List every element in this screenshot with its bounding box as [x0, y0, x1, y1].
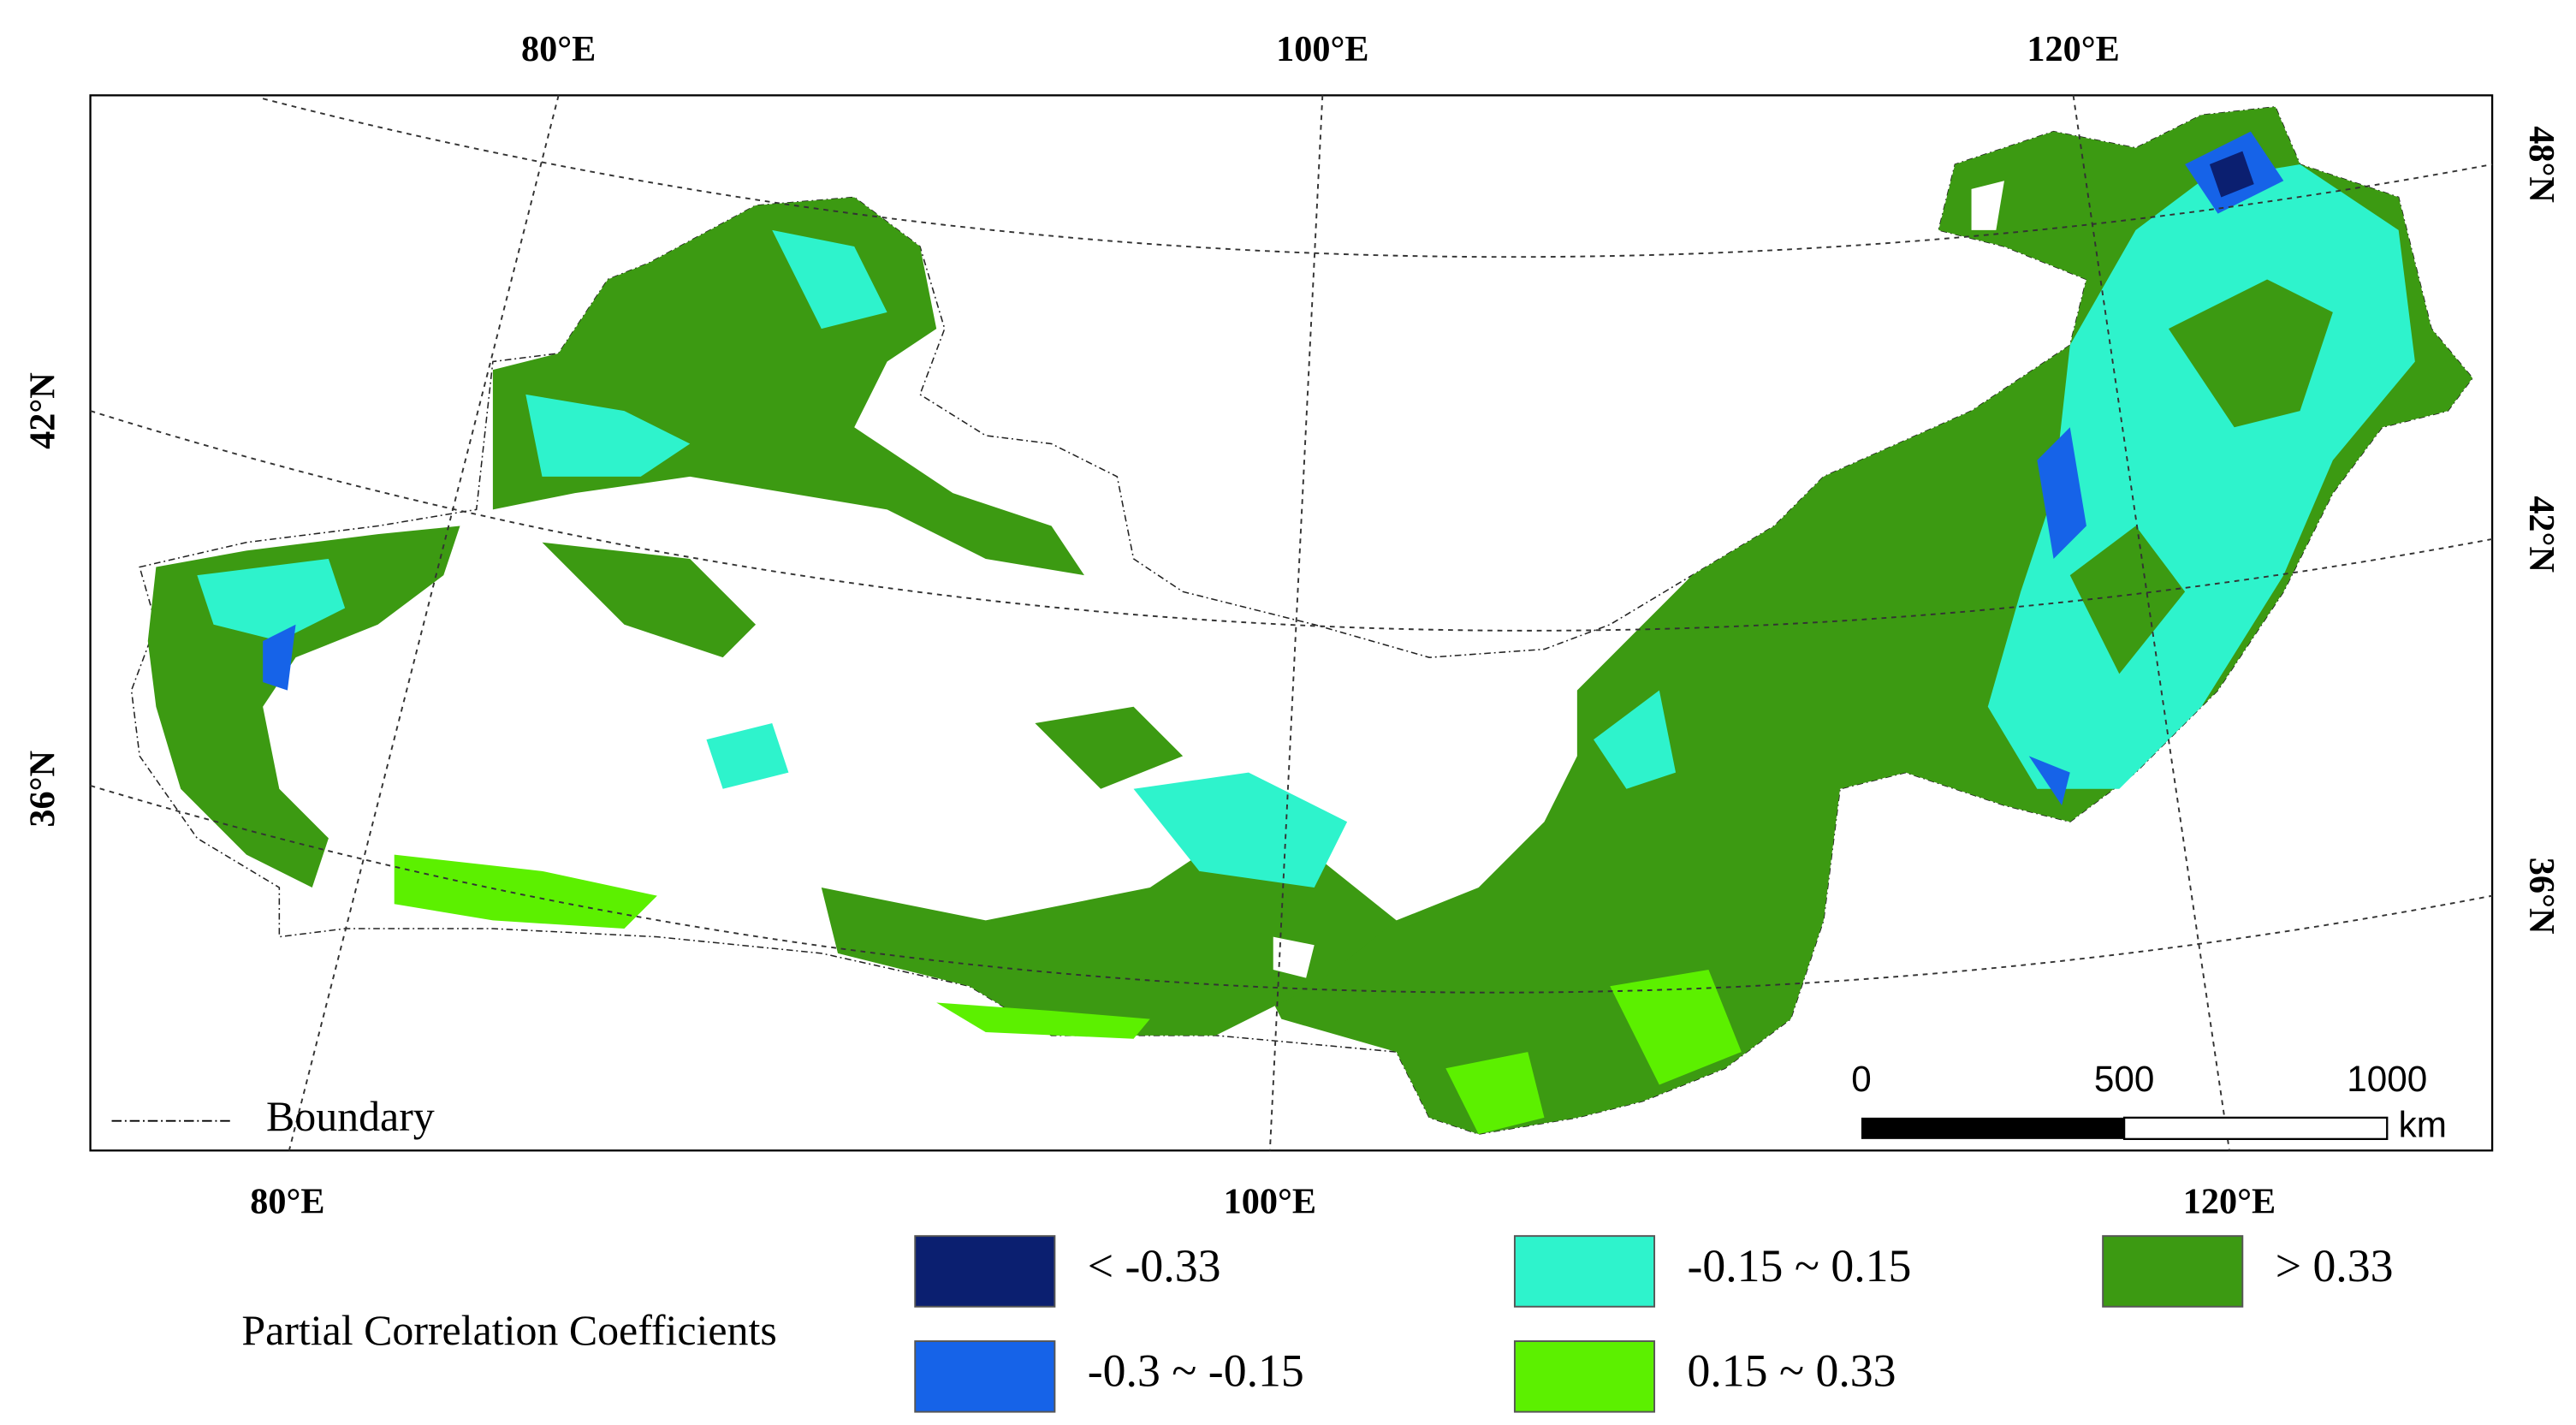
correlation-patch [2028, 756, 2070, 806]
correlation-patch [525, 394, 691, 477]
legend-swatch [914, 1340, 1056, 1413]
correlation-patch [1610, 970, 1742, 1085]
no-data-area [1273, 936, 1315, 978]
lon-label: 80°E [521, 29, 596, 69]
correlation-patch [1445, 1052, 1545, 1135]
lat-label: 42°N [22, 372, 62, 449]
legend-label: > 0.33 [2276, 1240, 2394, 1291]
scale-label: 1000 [2347, 1059, 2427, 1099]
correlation-patch [197, 558, 346, 641]
scale-bar-white [2122, 1116, 2389, 1140]
parallel [90, 785, 2493, 994]
lon-label: 100°E [1276, 29, 1368, 69]
lat-label: 42°N [2521, 496, 2561, 573]
legend-swatch [1513, 1340, 1656, 1413]
no-data-area [1971, 181, 2004, 230]
correlation-patch [2037, 427, 2086, 559]
meridian [288, 95, 560, 1151]
correlation-patch [263, 624, 296, 691]
graticule [90, 95, 2493, 1151]
correlation-patch [492, 197, 1084, 576]
meridian [1268, 95, 1324, 1151]
scale-unit: km [2399, 1105, 2447, 1145]
legend: < -0.33 -0.3 ~ -0.15 -0.15 ~ 0.15 0.15 ~ 0.… [914, 1235, 2394, 1413]
correlation-patch [706, 722, 789, 789]
parallel [262, 98, 2493, 258]
correlation-patch [936, 1002, 1150, 1039]
lon-label: 80°E [250, 1181, 324, 1221]
lon-label: 120°E [2027, 29, 2119, 69]
correlation-patch [394, 854, 657, 929]
correlation-patch [772, 229, 887, 330]
correlation-patch [2209, 151, 2254, 198]
meridian [2072, 95, 2230, 1151]
legend-label: -0.15 ~ 0.15 [1687, 1240, 1911, 1291]
correlation-patch [2069, 525, 2186, 674]
legend-swatch [2102, 1235, 2244, 1308]
correlation-patch [1133, 772, 1348, 888]
legend-swatch [1513, 1235, 1656, 1308]
legend-title: Partial Correlation Coefficients [241, 1307, 776, 1354]
scale-bar-black [1861, 1117, 2125, 1139]
lat-label: 48°N [2521, 126, 2561, 203]
lon-label: 100°E [1224, 1181, 1316, 1221]
lat-label: 36°N [2521, 858, 2561, 935]
correlation-patch [1035, 706, 1184, 789]
legend-label: 0.15 ~ 0.33 [1687, 1345, 1896, 1397]
lat-label: 36°N [22, 751, 62, 828]
legend-label: -0.3 ~ -0.15 [1088, 1345, 1304, 1397]
parallel [90, 410, 2493, 632]
scale-label: 0 [1851, 1059, 1871, 1099]
boundary-label: Boundary [266, 1093, 435, 1140]
legend-swatch [914, 1235, 1056, 1308]
correlation-patch [1594, 690, 1677, 789]
legend-label: < -0.33 [1088, 1240, 1221, 1291]
lon-label: 120°E [2183, 1181, 2276, 1221]
scale-label: 500 [2094, 1059, 2154, 1099]
map-layer [130, 106, 2474, 1135]
